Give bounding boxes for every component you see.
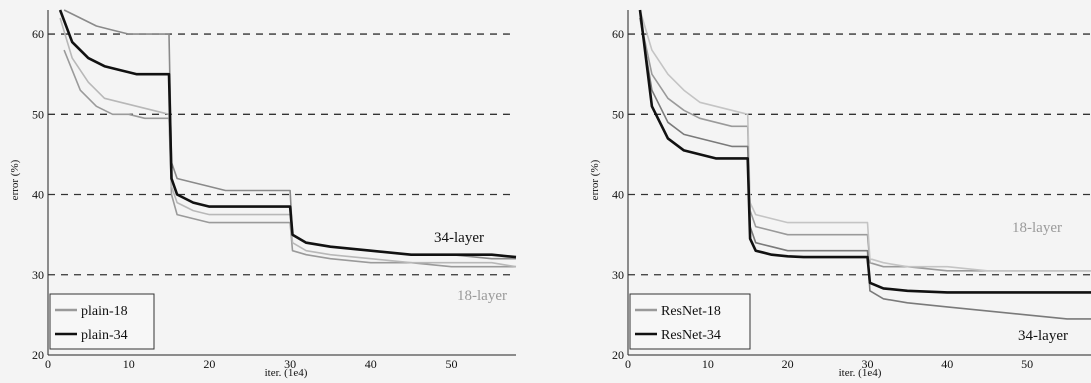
x-tick-label: 20 [203, 357, 215, 371]
legend: plain-18 plain-34 [50, 294, 154, 349]
y-tick-label: 60 [32, 27, 44, 41]
annotation-18-layer: 18-layer [1012, 220, 1062, 236]
x-tick-label: 10 [123, 357, 135, 371]
y-axis-label: error (%) [589, 159, 601, 200]
series-line-resnet-34-train [640, 18, 1091, 319]
y-axis-label: error (%) [9, 159, 21, 200]
x-tick-label: 10 [702, 357, 714, 371]
x-tick-label: 50 [1021, 357, 1033, 371]
annotation-18-layer: 18-layer [457, 288, 507, 304]
legend-label-plain-34: plain-34 [81, 328, 128, 343]
x-tick-label: 40 [941, 357, 953, 371]
y-tick-label: 20 [32, 348, 44, 362]
y-tick-label: 30 [32, 268, 44, 282]
legend-label-plain-18: plain-18 [81, 304, 128, 319]
series-lines [640, 10, 1091, 319]
x-tick-label: 50 [445, 357, 457, 371]
legend: ResNet-18 ResNet-34 [630, 294, 750, 349]
annotation-34-layer: 34-layer [434, 230, 484, 246]
y-tick-label: 60 [612, 27, 624, 41]
y-tick-label: 30 [612, 268, 624, 282]
legend-label-resnet-34: ResNet-34 [661, 328, 721, 343]
y-tick-label: 50 [32, 107, 44, 121]
x-tick-label: 40 [365, 357, 377, 371]
series-line-plain-34-val [60, 10, 516, 257]
y-tick-label: 40 [612, 188, 624, 202]
legend-label-resnet-18: ResNet-18 [661, 304, 721, 319]
annotation-34-layer: 34-layer [1018, 328, 1068, 344]
x-axis-label: iter. (1e4) [839, 367, 882, 379]
x-tick-label: 20 [782, 357, 794, 371]
y-tick-label: 20 [612, 348, 624, 362]
y-tick-label: 50 [612, 107, 624, 121]
x-tick-label: 0 [625, 357, 631, 371]
series-lines [60, 10, 516, 267]
x-tick-label: 0 [45, 357, 51, 371]
y-tick-label: 40 [32, 188, 44, 202]
x-axis-label: iter. (1e4) [265, 367, 308, 379]
